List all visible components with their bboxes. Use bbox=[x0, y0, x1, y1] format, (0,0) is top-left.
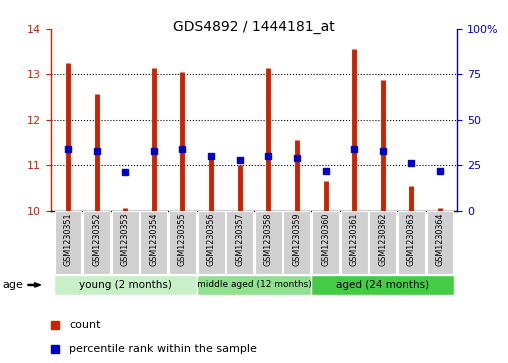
Text: GSM1230362: GSM1230362 bbox=[378, 212, 387, 266]
Text: GSM1230352: GSM1230352 bbox=[92, 212, 101, 266]
Text: count: count bbox=[69, 321, 101, 330]
Bar bbox=[311, 275, 454, 295]
Text: GSM1230364: GSM1230364 bbox=[435, 212, 444, 266]
Bar bbox=[54, 275, 197, 295]
Text: GSM1230354: GSM1230354 bbox=[149, 212, 158, 266]
Bar bbox=[255, 211, 282, 274]
Text: GSM1230353: GSM1230353 bbox=[121, 212, 130, 266]
Text: GSM1230361: GSM1230361 bbox=[350, 212, 359, 266]
Bar bbox=[312, 211, 339, 274]
Bar bbox=[398, 211, 425, 274]
Text: GSM1230355: GSM1230355 bbox=[178, 212, 187, 266]
Text: middle aged (12 months): middle aged (12 months) bbox=[197, 281, 311, 289]
Text: young (2 months): young (2 months) bbox=[79, 280, 172, 290]
Text: age: age bbox=[3, 280, 23, 290]
Bar bbox=[83, 211, 110, 274]
Bar bbox=[283, 211, 310, 274]
Bar bbox=[140, 211, 167, 274]
Text: GSM1230356: GSM1230356 bbox=[207, 212, 215, 266]
Text: GSM1230357: GSM1230357 bbox=[235, 212, 244, 266]
Text: GSM1230358: GSM1230358 bbox=[264, 212, 273, 266]
Bar bbox=[369, 211, 396, 274]
Text: GSM1230360: GSM1230360 bbox=[321, 212, 330, 266]
Bar bbox=[226, 211, 253, 274]
Bar bbox=[341, 211, 368, 274]
Text: aged (24 months): aged (24 months) bbox=[336, 280, 429, 290]
Text: GSM1230363: GSM1230363 bbox=[407, 212, 416, 266]
Bar bbox=[197, 275, 311, 295]
Bar bbox=[198, 211, 225, 274]
Bar bbox=[54, 211, 81, 274]
Bar bbox=[427, 211, 454, 274]
Bar bbox=[112, 211, 139, 274]
Text: percentile rank within the sample: percentile rank within the sample bbox=[69, 344, 257, 354]
Bar bbox=[169, 211, 196, 274]
Text: GSM1230351: GSM1230351 bbox=[64, 212, 73, 266]
Text: GDS4892 / 1444181_at: GDS4892 / 1444181_at bbox=[173, 20, 335, 34]
Text: GSM1230359: GSM1230359 bbox=[293, 212, 301, 266]
